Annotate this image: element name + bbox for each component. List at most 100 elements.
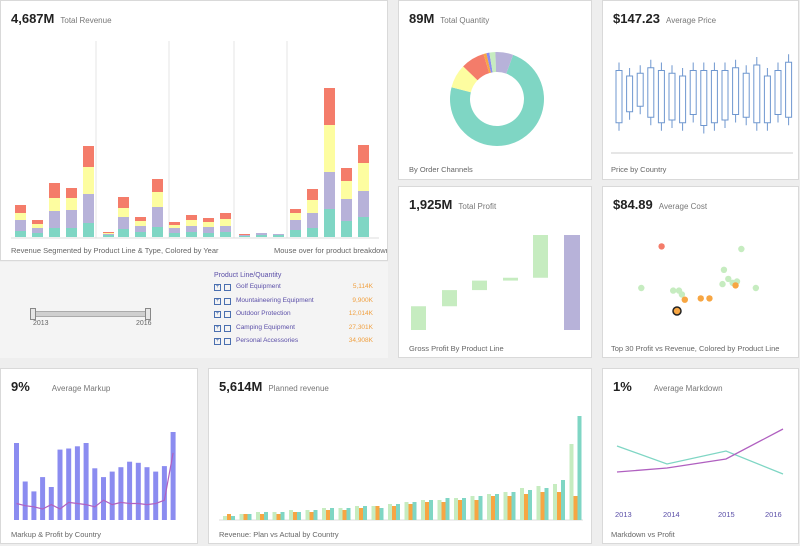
legend-row[interactable]: + Mountaineering Equipment 9,900K <box>214 297 379 311</box>
plan-bar <box>322 508 326 520</box>
revenue-kpi: 4,687M Total Revenue <box>11 11 112 26</box>
revenue-bar-segment <box>358 145 369 163</box>
legend-value: 34,908K <box>348 337 373 344</box>
cost-scatter[interactable] <box>603 187 799 358</box>
revenue-bar-segment <box>290 230 301 237</box>
markup-bar <box>83 443 89 520</box>
expand-icon[interactable]: + <box>214 311 221 318</box>
plan-bar <box>437 500 442 520</box>
markup-chart[interactable] <box>1 369 198 544</box>
legend-row[interactable]: + Camping Equipment 27,301K <box>214 324 379 338</box>
markdown-caption: Markdown vs Profit <box>611 530 675 539</box>
plan-bar <box>553 484 557 520</box>
actual-bar <box>478 496 483 520</box>
profit-card: 1,925M Total Profit Gross Profit By Produ… <box>398 186 592 358</box>
expand-icon[interactable]: + <box>214 284 221 291</box>
revenue-bar-segment <box>103 234 114 235</box>
revenue-bar-segment <box>118 197 129 208</box>
legend-value: 9,900K <box>352 296 373 304</box>
revenue-bar-segment <box>341 181 352 199</box>
legend-name: Golf Equipment <box>236 283 281 290</box>
quantity-card: 89M Total Quantity By Order Channels <box>398 0 592 180</box>
actual-bar <box>396 504 400 520</box>
quantity-donut[interactable] <box>399 1 592 180</box>
legend-checkbox[interactable] <box>224 324 231 332</box>
price-kpi: $147.23 Average Price <box>613 11 717 26</box>
revenue-bar-segment <box>118 217 129 229</box>
planned-caption: Revenue: Plan vs Actual by Country <box>219 530 339 539</box>
actual-bar <box>561 480 565 520</box>
profit-waterfall[interactable] <box>399 187 592 358</box>
legend-row[interactable]: + Outdoor Protection 12,014K <box>214 310 379 324</box>
revenue-bar-segment <box>307 213 318 228</box>
revenue-bar-segment <box>256 235 267 237</box>
price-boxplot[interactable] <box>603 1 799 180</box>
legend-checkbox[interactable] <box>224 338 231 345</box>
markdown-year-2013: 2013 <box>615 510 632 519</box>
scatter-point <box>658 243 665 250</box>
legend-row[interactable]: + Personal Accessories 34,908K <box>214 337 379 351</box>
revenue-bar-segment <box>83 167 94 194</box>
slider-handle-start[interactable] <box>30 308 36 320</box>
price-box <box>657 70 665 124</box>
revenue-bar-segment <box>341 199 352 221</box>
actual-bar <box>511 492 516 520</box>
revenue-chart[interactable] <box>1 1 388 261</box>
slider-handle-end[interactable] <box>145 308 151 320</box>
year-slider[interactable] <box>33 311 149 317</box>
slider-end-label: 2016 <box>136 320 152 327</box>
markup-card: 9% Average Markup Markup & Profit by Coun… <box>0 368 198 544</box>
revenue-label: Total Revenue <box>60 16 112 25</box>
revenue-bar-segment <box>220 219 231 226</box>
planned-chart[interactable] <box>209 369 592 544</box>
markup-bar <box>22 481 28 520</box>
expand-icon[interactable]: + <box>214 324 221 332</box>
plan-bar <box>470 496 475 520</box>
revenue-bar-segment <box>32 233 43 237</box>
legend-name: Personal Accessories <box>236 337 299 344</box>
expand-icon[interactable]: + <box>214 297 221 305</box>
cost-caption: Top 30 Profit vs Revenue, Colored by Pro… <box>611 344 780 353</box>
actual-bar <box>524 494 528 520</box>
actual-bar <box>363 506 367 520</box>
revenue-bar-segment <box>83 194 94 223</box>
actual-bar <box>557 492 561 520</box>
legend-value: 27,301K <box>348 323 373 331</box>
markup-bar <box>109 471 115 520</box>
revenue-bar-segment <box>220 226 231 232</box>
actual-bar <box>247 514 252 520</box>
price-box <box>732 67 740 115</box>
markup-bar <box>101 477 106 520</box>
expand-icon[interactable]: + <box>214 338 221 345</box>
markdown-chart[interactable] <box>603 369 799 544</box>
actual-bar <box>379 508 384 520</box>
revenue-bar-segment <box>135 221 146 226</box>
actual-bar <box>408 504 413 520</box>
scatter-point-selected <box>672 306 682 316</box>
donut-slice <box>489 52 497 73</box>
revenue-bar-segment <box>135 226 146 232</box>
plan-bar <box>256 512 260 520</box>
legend-checkbox[interactable] <box>224 284 231 291</box>
markup-bar <box>161 466 167 520</box>
revenue-bar-segment <box>152 192 163 207</box>
revenue-caption: Revenue Segmented by Product Line & Type… <box>11 246 219 255</box>
plan-bar <box>272 512 277 520</box>
legend-name: Camping Equipment <box>236 323 295 331</box>
legend-row[interactable]: + Golf Equipment 5,114K <box>214 283 379 297</box>
plan-bar <box>487 494 491 520</box>
legend-checkbox[interactable] <box>224 297 231 305</box>
legend-checkbox[interactable] <box>224 311 231 318</box>
revenue-bar-segment <box>83 223 94 237</box>
revenue-bar-segment <box>290 213 301 220</box>
markup-bar <box>57 449 63 520</box>
markup-bar <box>135 462 141 520</box>
plan-bar <box>503 492 508 520</box>
revenue-bar-segment <box>49 198 60 211</box>
revenue-bar-segment <box>15 231 26 237</box>
price-card: $147.23 Average Price Price by Country <box>602 0 799 180</box>
actual-bar <box>330 508 334 520</box>
plan-bar <box>371 506 376 520</box>
cost-kpi: $84.89 Average Cost <box>613 197 708 212</box>
markup-bar <box>92 468 98 520</box>
